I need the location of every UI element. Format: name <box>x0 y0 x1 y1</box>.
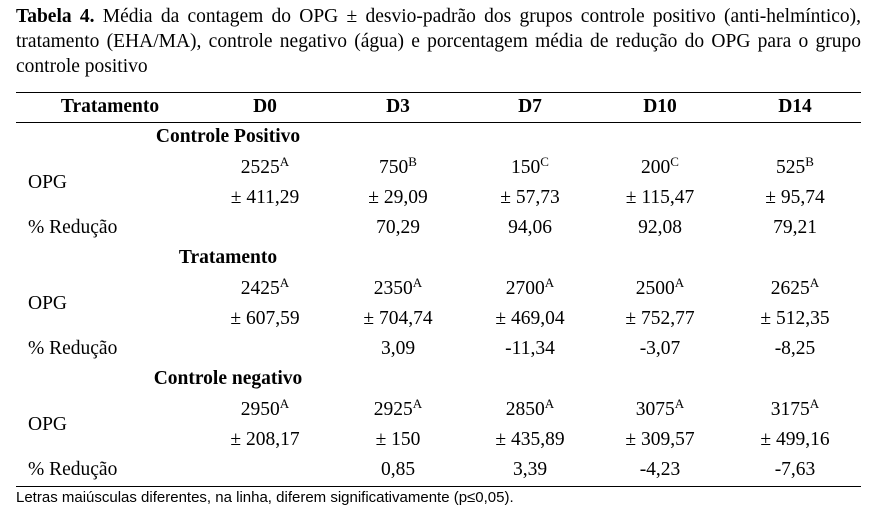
mean-value: 2700A <box>505 275 555 300</box>
mean: 3175 <box>770 399 810 420</box>
column-header: D3 <box>386 96 410 117</box>
reduction: 79,21 <box>773 217 817 238</box>
mean: 2950 <box>240 399 280 420</box>
std-dev: ± 435,89 <box>495 429 565 450</box>
significance-letter: A <box>279 154 290 169</box>
mean-value: 525B <box>776 154 814 179</box>
std-dev: ± 499,16 <box>760 429 830 450</box>
significance-letter: A <box>544 396 555 411</box>
std-dev: ± 57,73 <box>500 187 560 208</box>
row-label: % Redução <box>28 217 118 238</box>
column-header: D7 <box>518 96 542 117</box>
mean-value: 750B <box>379 154 417 179</box>
group-title: Tratamento <box>178 247 278 268</box>
mean: 2925 <box>373 399 413 420</box>
row-label: % Redução <box>28 459 118 480</box>
std-dev: ± 512,35 <box>760 308 830 329</box>
std-dev: ± 208,17 <box>230 429 300 450</box>
reduction: 70,29 <box>376 217 420 238</box>
caption-text: Média da contagem do OPG ± desvio-padrão… <box>16 6 862 77</box>
bottom-rule <box>16 486 861 487</box>
row-label: OPG <box>28 414 68 435</box>
column-header: D14 <box>778 96 812 117</box>
reduction: -7,63 <box>774 459 816 480</box>
mean-value: 2425A <box>240 275 290 300</box>
std-dev: ± 411,29 <box>230 187 300 208</box>
mean: 2500 <box>635 278 675 299</box>
significance-letter: A <box>544 275 555 290</box>
significance-letter: B <box>408 154 417 169</box>
row-label: % Redução <box>28 338 118 359</box>
significance-letter: A <box>809 275 820 290</box>
mean: 2525 <box>240 157 280 178</box>
reduction: 3,39 <box>512 459 548 480</box>
mean-value: 3175A <box>770 396 820 421</box>
significance-letter: A <box>412 275 423 290</box>
significance-letter: A <box>674 396 685 411</box>
mean: 2850 <box>505 399 545 420</box>
reduction: -3,07 <box>639 338 681 359</box>
mean-value: 3075A <box>635 396 685 421</box>
std-dev: ± 95,74 <box>765 187 825 208</box>
caption-label: Tabela 4. <box>16 6 95 27</box>
mean: 2425 <box>240 278 280 299</box>
std-dev: ± 607,59 <box>230 308 300 329</box>
significance-letter: C <box>670 154 679 169</box>
header-rule <box>16 122 861 123</box>
std-dev: ± 150 <box>375 429 421 450</box>
std-dev: ± 469,04 <box>495 308 565 329</box>
significance-letter: A <box>279 396 290 411</box>
mean-value: 2350A <box>373 275 423 300</box>
mean: 2625 <box>770 278 810 299</box>
mean-value: 2500A <box>635 275 685 300</box>
reduction: 92,08 <box>638 217 682 238</box>
reduction: -4,23 <box>639 459 681 480</box>
std-dev: ± 115,47 <box>625 187 695 208</box>
reduction: 94,06 <box>508 217 552 238</box>
mean-value: 2525A <box>240 154 290 179</box>
group-title: Controle Positivo <box>155 126 301 147</box>
significance-letter: A <box>279 275 290 290</box>
row-label: OPG <box>28 172 68 193</box>
std-dev: ± 704,74 <box>363 308 433 329</box>
mean-value: 2925A <box>373 396 423 421</box>
mean-value: 2850A <box>505 396 555 421</box>
mean: 200 <box>641 157 671 178</box>
column-header: D0 <box>253 96 277 117</box>
mean-value: 2625A <box>770 275 820 300</box>
group-title: Controle negativo <box>153 368 303 389</box>
mean: 525 <box>776 157 806 178</box>
mean: 750 <box>379 157 409 178</box>
reduction: -8,25 <box>774 338 816 359</box>
significance-letter: A <box>412 396 423 411</box>
column-header: Tratamento <box>60 96 160 117</box>
mean-value: 200C <box>641 154 679 179</box>
top-rule <box>16 92 861 93</box>
footnote: Letras maiúsculas diferentes, na linha, … <box>16 489 514 506</box>
std-dev: ± 309,57 <box>625 429 695 450</box>
significance-letter: A <box>809 396 820 411</box>
reduction: 0,85 <box>380 459 416 480</box>
reduction: -11,34 <box>505 338 555 359</box>
mean: 150 <box>511 157 541 178</box>
column-header: D10 <box>643 96 677 117</box>
std-dev: ± 752,77 <box>625 308 695 329</box>
reduction: 3,09 <box>380 338 416 359</box>
mean: 2350 <box>373 278 413 299</box>
row-label: OPG <box>28 293 68 314</box>
significance-letter: C <box>540 154 549 169</box>
mean: 2700 <box>505 278 545 299</box>
caption: Tabela 4. Média da contagem do OPG ± des… <box>16 4 861 79</box>
mean-value: 2950A <box>240 396 290 421</box>
std-dev: ± 29,09 <box>368 187 428 208</box>
mean-value: 150C <box>511 154 549 179</box>
mean: 3075 <box>635 399 675 420</box>
significance-letter: A <box>674 275 685 290</box>
significance-letter: B <box>805 154 814 169</box>
